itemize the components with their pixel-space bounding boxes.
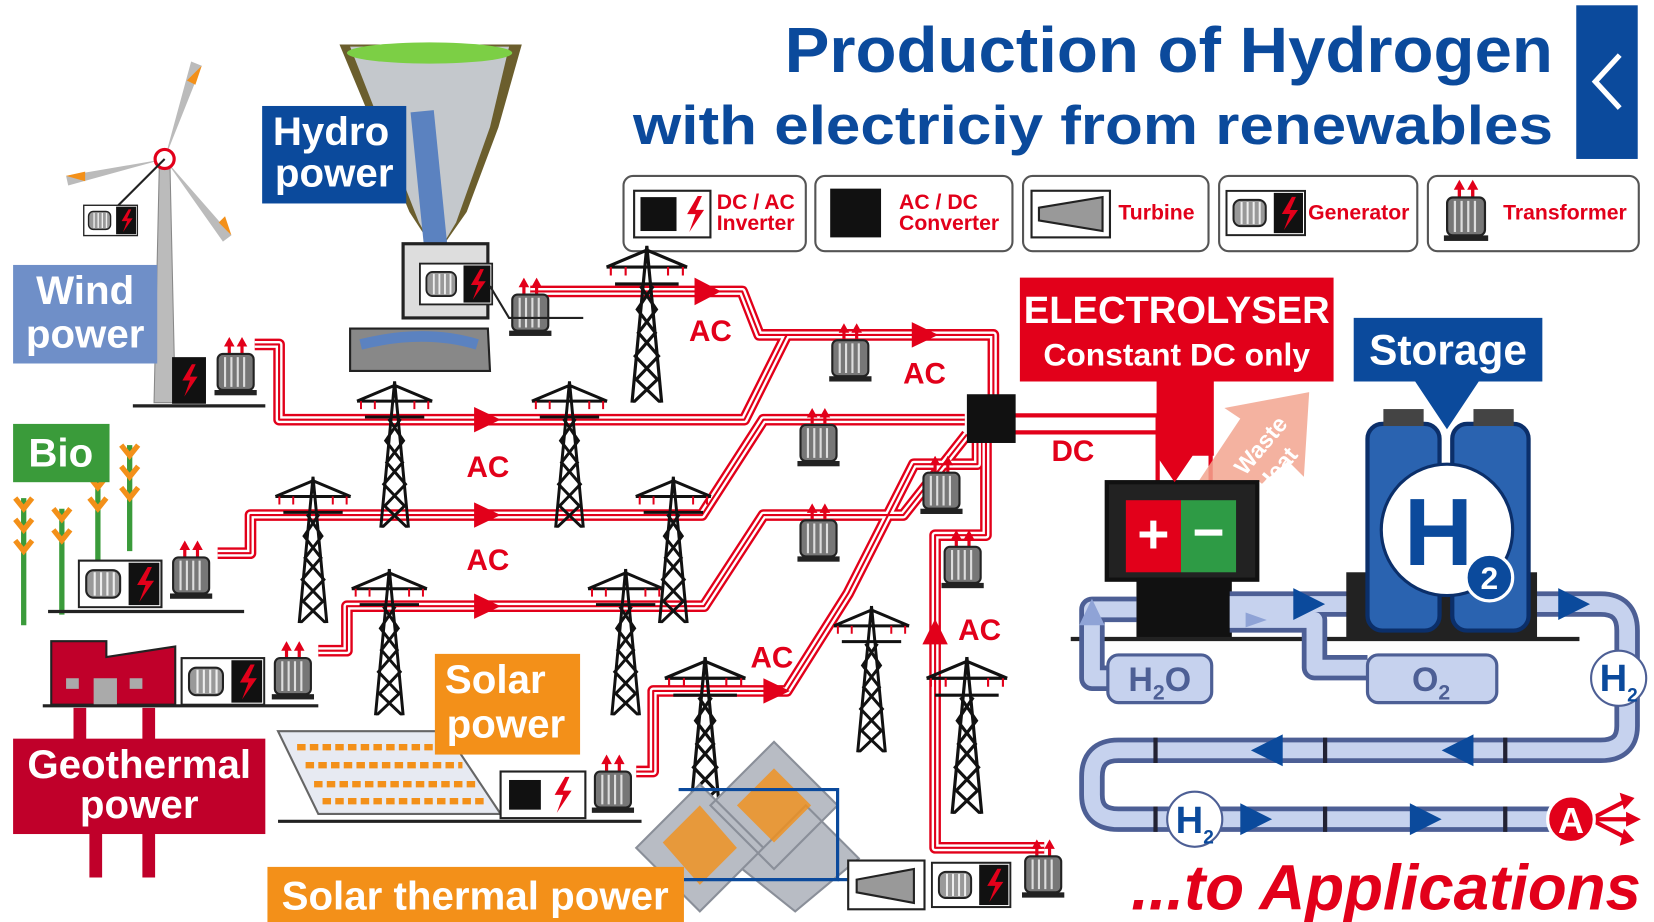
transformers (592, 755, 634, 813)
legend (830, 189, 881, 238)
source-label: Solar thermal power (282, 873, 669, 918)
source-label: Hydro (273, 109, 389, 154)
ac-label: AC (958, 614, 1001, 647)
dc-label: DC (1051, 435, 1094, 468)
legend-label: DC / AC (717, 191, 795, 214)
source-label: Geothermal (27, 742, 251, 787)
pylons (352, 569, 427, 715)
ac-label: AC (903, 358, 946, 391)
converter (967, 394, 1016, 443)
electrolyser-title: ELECTROLYSER (1024, 289, 1330, 332)
geothermal-plant (94, 678, 117, 704)
title: Production of Hydrogen (785, 15, 1553, 86)
back-button[interactable] (1576, 5, 1637, 159)
h2-label: 2 (1203, 828, 1214, 849)
minus: − (1192, 501, 1224, 563)
current-labels: AC AC AC AC AC AC DC (466, 315, 1094, 674)
water-label: H (1128, 661, 1153, 699)
transformers (272, 641, 314, 699)
pylons (532, 381, 607, 527)
electrolyser-subtitle: Constant DC only (1043, 337, 1310, 373)
oxygen-label: 2 (1438, 681, 1450, 704)
subtitle: with electriciy from renewables (632, 94, 1553, 156)
transformers (214, 337, 256, 395)
source-label: power (26, 312, 145, 357)
legend: DC / AC Inverter AC / DC Converter Turbi… (624, 176, 1639, 251)
ac-label: AC (466, 544, 509, 577)
legend (1226, 191, 1305, 235)
legend-label: Inverter (717, 212, 795, 235)
source-label: Bio (28, 430, 93, 475)
geothermal-plant (182, 658, 265, 705)
hydro-dam (347, 42, 512, 63)
hydro-dam (420, 264, 492, 305)
source-label: power (275, 151, 394, 196)
diagram (79, 561, 162, 608)
storage-symbol: H (1404, 480, 1473, 586)
ac-label: AC (466, 451, 509, 484)
ac-label: AC (750, 642, 793, 675)
geothermal-plant (66, 678, 79, 689)
solar-thermal (932, 863, 1011, 907)
legend (640, 197, 676, 231)
diagram: Production of Hydrogen with electriciy f… (0, 0, 1654, 922)
water-label: O (1165, 661, 1191, 699)
source-label: power (80, 782, 199, 827)
legend-label: Generator (1308, 201, 1409, 224)
solar-panel (509, 780, 541, 810)
storage-symbol-sub: 2 (1481, 560, 1499, 596)
application-marker-label: A (1558, 800, 1584, 841)
back-button[interactable] (1576, 5, 1637, 159)
pylons (357, 381, 432, 527)
legend-label: Transformer (1503, 201, 1627, 224)
pylons (834, 606, 909, 752)
storage-label: Storage (1369, 327, 1527, 374)
legend-label: AC / DC (899, 191, 978, 214)
storage-tank (1473, 409, 1513, 426)
electrolyser (1136, 578, 1231, 639)
source-label: Solar (445, 657, 546, 702)
h2-label: H (1600, 657, 1628, 700)
source-label: Wind (36, 268, 134, 313)
pylons (607, 246, 688, 403)
legend-label: Converter (899, 212, 999, 235)
water-label: 2 (1153, 681, 1165, 704)
wind-turbine (84, 205, 138, 235)
hydro-dam (422, 111, 437, 259)
storage-tank (1383, 409, 1423, 426)
transformers (170, 540, 212, 598)
pylons (275, 477, 350, 623)
oxygen-label: O (1412, 661, 1438, 699)
ac-label: AC (689, 315, 732, 348)
plus: + (1137, 503, 1169, 565)
legend-label: Turbine (1118, 201, 1194, 224)
h2-label: H (1176, 799, 1204, 842)
geothermal-plant (130, 678, 143, 689)
h2-label: 2 (1627, 686, 1638, 707)
source-label: power (447, 702, 566, 747)
applications-label: ...to Applications (1131, 852, 1641, 922)
